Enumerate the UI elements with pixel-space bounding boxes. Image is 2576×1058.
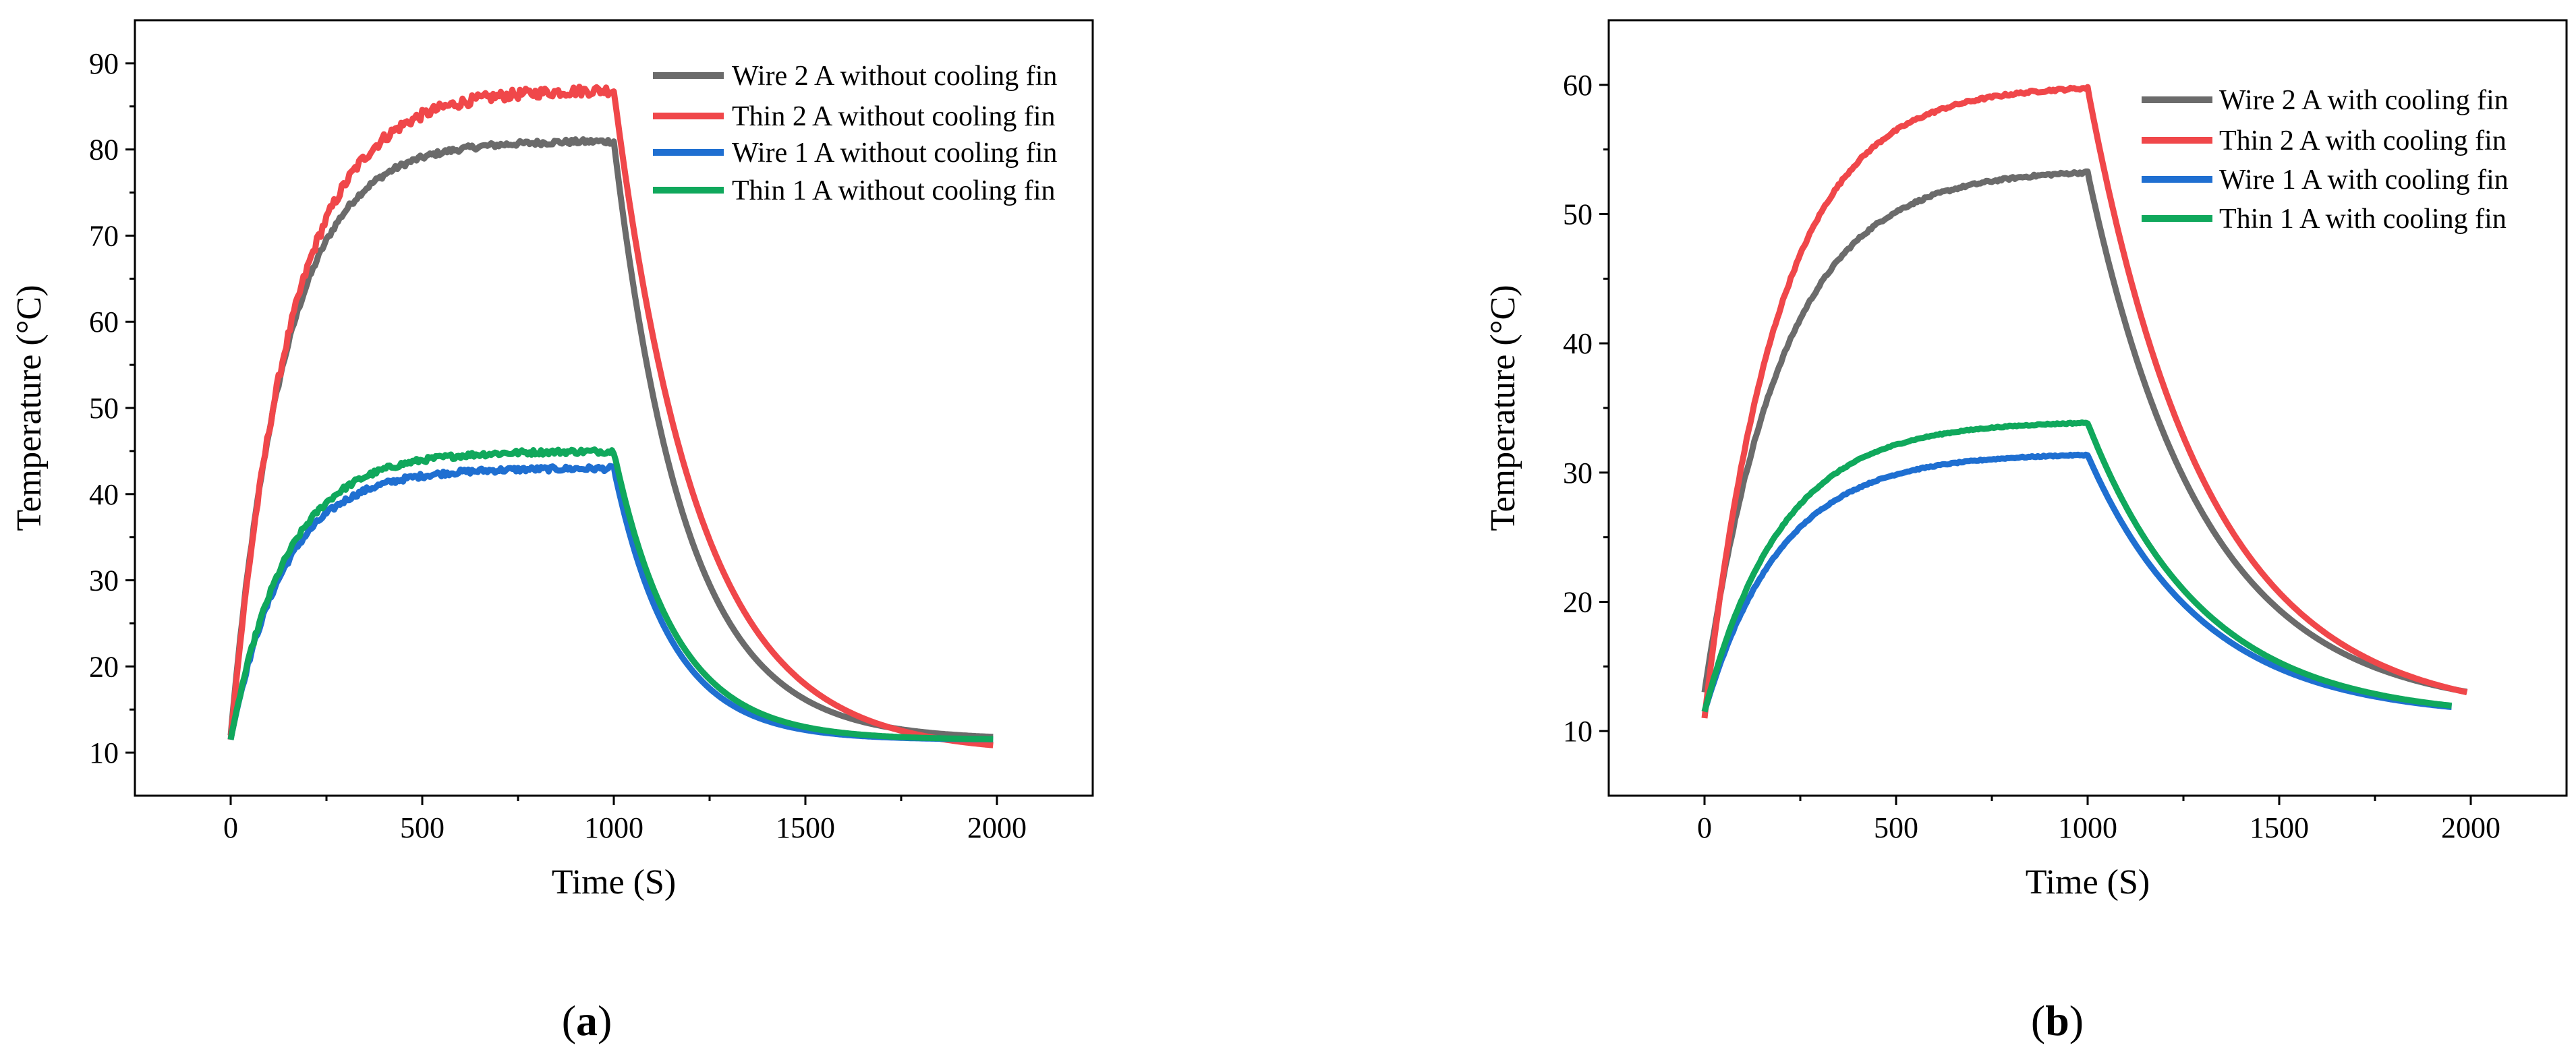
panel-b-series-thin-1-a-with-cooling-fin bbox=[1701, 419, 2453, 713]
panel-a-y-tick-label: 10 bbox=[89, 736, 119, 769]
panel-a-label-close: ) bbox=[598, 997, 612, 1045]
panel-b-x-tick-label: 2000 bbox=[2441, 811, 2500, 844]
panel-a-legend-label-wire-2a: Wire 2 A without cooling fin bbox=[732, 61, 1057, 92]
panel-b-label-close: ) bbox=[2069, 997, 2084, 1045]
panel-a-legend-label-wire-1a: Wire 1 A without cooling fin bbox=[732, 138, 1057, 169]
panel-b-y-tick-label: 10 bbox=[1563, 715, 1593, 748]
panel-b-y-axis: 10 20 30 40 50 60 bbox=[1563, 69, 1609, 748]
panel-b-x-tick-label: 1000 bbox=[2058, 811, 2117, 844]
panel-a-legend-label-thin-2a: Thin 2 A without cooling fin bbox=[732, 101, 1056, 132]
panel-a-series-thin-1-a-without-cooling-fin bbox=[227, 446, 994, 742]
panel-b-x-tick-label: 1500 bbox=[2250, 811, 2309, 844]
panel-b-legend-label-wire-1a: Wire 1 A with cooling fin bbox=[2219, 165, 2509, 196]
panel-a-chart: 0 500 1000 1500 2000 10 20 30 40 50 60 70 80 90 Wire… bbox=[10, 19, 1094, 1045]
panel-b-y-tick-label: 50 bbox=[1563, 198, 1593, 231]
panel-b-label-open: ( bbox=[2031, 997, 2045, 1045]
panel-b-y-tick-label: 30 bbox=[1563, 457, 1593, 490]
panel-b-x-tick-label: 500 bbox=[1874, 811, 1918, 844]
panel-b-x-tick-label: 0 bbox=[1697, 811, 1712, 844]
panel-b-series-wire-1-a-with-cooling-fin bbox=[1701, 451, 2453, 713]
panel-a-legend-label-thin-1a: Thin 1 A without cooling fin bbox=[732, 175, 1056, 206]
panel-a-label: (a) bbox=[562, 997, 612, 1045]
panel-a-series-wire-1-a-without-cooling-fin bbox=[227, 463, 994, 742]
panel-b-series-thin-2-a-with-cooling-fin bbox=[1701, 84, 2468, 719]
panel-b-y-axis-title: Temperature (°C) bbox=[1484, 285, 1522, 531]
panel-a-y-tick-label: 90 bbox=[89, 47, 119, 80]
panel-a-x-tick-label: 2000 bbox=[967, 811, 1027, 844]
panel-a-y-axis-title: Temperature (°C) bbox=[10, 285, 49, 531]
panel-a-y-axis: 10 20 30 40 50 60 70 80 90 bbox=[89, 47, 135, 769]
panel-a-plot-frame bbox=[134, 19, 1094, 797]
panel-a-x-axis-title: Time (S) bbox=[552, 863, 676, 902]
panel-b-legend: Wire 2 A with cooling fin Thin 2 A with … bbox=[2142, 85, 2509, 235]
panel-b-label: (b) bbox=[2031, 997, 2084, 1045]
panel-a-y-tick-label: 20 bbox=[89, 650, 119, 683]
panel-a-y-tick-label: 30 bbox=[89, 564, 119, 597]
panel-b-curves bbox=[1701, 84, 2468, 719]
panel-a-x-tick-label: 0 bbox=[223, 811, 238, 844]
panel-a-x-tick-label: 500 bbox=[400, 811, 445, 844]
panel-a-label-open: ( bbox=[562, 997, 576, 1045]
panel-b-y-tick-label: 40 bbox=[1563, 327, 1593, 360]
panel-a-curves bbox=[227, 84, 994, 748]
panel-a-y-tick-label: 70 bbox=[89, 219, 119, 252]
panel-b-x-axis: 0 500 1000 1500 2000 bbox=[1697, 796, 2500, 844]
panel-a-x-tick-label: 1000 bbox=[584, 811, 643, 844]
panel-a-x-tick-label: 1500 bbox=[776, 811, 835, 844]
panel-b-chart: 0 500 1000 1500 2000 10 20 30 40 50 60 Wire 2 A w… bbox=[1484, 19, 2568, 1045]
panel-b-series-wire-2-a-with-cooling-fin bbox=[1701, 168, 2468, 695]
panel-a-y-tick-label: 80 bbox=[89, 134, 119, 167]
panel-b-x-axis-title: Time (S) bbox=[2026, 863, 2150, 902]
panel-a-series-wire-2-a-without-cooling-fin bbox=[227, 136, 994, 740]
panel-b-label-letter: b bbox=[2045, 997, 2069, 1045]
panel-b-y-tick-label: 60 bbox=[1563, 69, 1593, 102]
panel-b-legend-label-thin-2a: Thin 2 A with cooling fin bbox=[2219, 125, 2507, 156]
panel-b-legend-label-thin-1a: Thin 1 A with cooling fin bbox=[2219, 204, 2507, 235]
panel-a-x-axis: 0 500 1000 1500 2000 bbox=[223, 796, 1027, 844]
panel-a-series-thin-2-a-without-cooling-fin bbox=[227, 84, 994, 748]
panel-a-legend: Wire 2 A without cooling fin Thin 2 A wi… bbox=[653, 61, 1057, 206]
panel-b-legend-label-wire-2a: Wire 2 A with cooling fin bbox=[2219, 85, 2509, 116]
panel-a-y-tick-label: 60 bbox=[89, 305, 119, 339]
panel-a-label-letter: a bbox=[576, 997, 598, 1045]
panel-b-y-tick-label: 20 bbox=[1563, 586, 1593, 619]
panel-a-y-tick-label: 50 bbox=[89, 392, 119, 425]
panel-a-y-tick-label: 40 bbox=[89, 478, 119, 511]
